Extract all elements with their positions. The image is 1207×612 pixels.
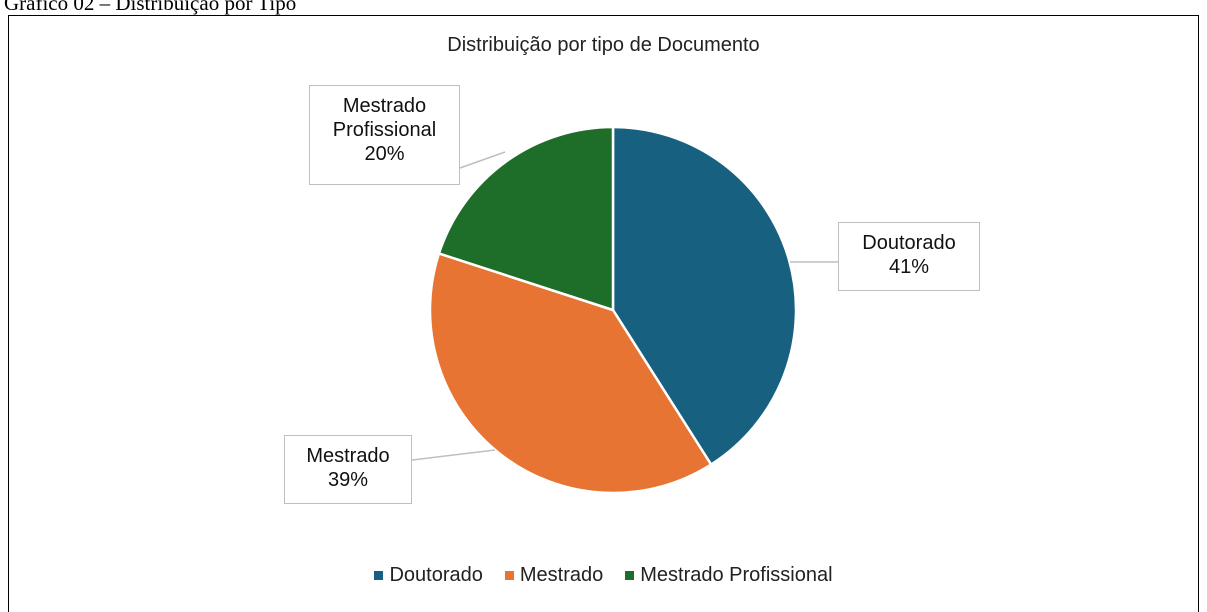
leader-line	[411, 449, 496, 461]
legend-swatch	[625, 571, 635, 580]
chart-title: Distribuição por tipo de Documento	[447, 34, 760, 56]
legend-label: Mestrado	[519, 564, 604, 586]
legend-item: Mestrado	[504, 564, 604, 587]
data-label: Doutorado 41%	[838, 222, 980, 291]
legend-swatch	[504, 571, 514, 580]
data-label-value: 41%	[888, 256, 930, 278]
legend-item: Mestrado Profissional	[625, 564, 833, 587]
data-label-name: Mestrado Profissional	[332, 95, 437, 141]
legend: Doutorado Mestrado Mestrado Profissional	[0, 564, 1207, 587]
data-label-name: Doutorado	[862, 232, 956, 254]
data-label-value: 20%	[364, 143, 405, 165]
data-label-name: Mestrado	[306, 445, 390, 467]
legend-swatch	[374, 571, 384, 580]
pie-slice	[428, 251, 713, 495]
legend-label: Doutorado	[389, 564, 483, 586]
pie-slice	[437, 125, 615, 312]
leader-line	[459, 151, 506, 169]
data-label: Mestrado 39%	[284, 435, 412, 504]
legend-item: Doutorado	[374, 564, 483, 587]
caption: Gráfico 02 – Distribuição por Tipo	[4, 0, 297, 15]
legend-label: Mestrado Profissional	[640, 564, 833, 586]
data-label-value: 39%	[327, 469, 369, 491]
data-label: Mestrado Profissional 20%	[309, 85, 460, 185]
chart-frame	[8, 15, 1199, 612]
